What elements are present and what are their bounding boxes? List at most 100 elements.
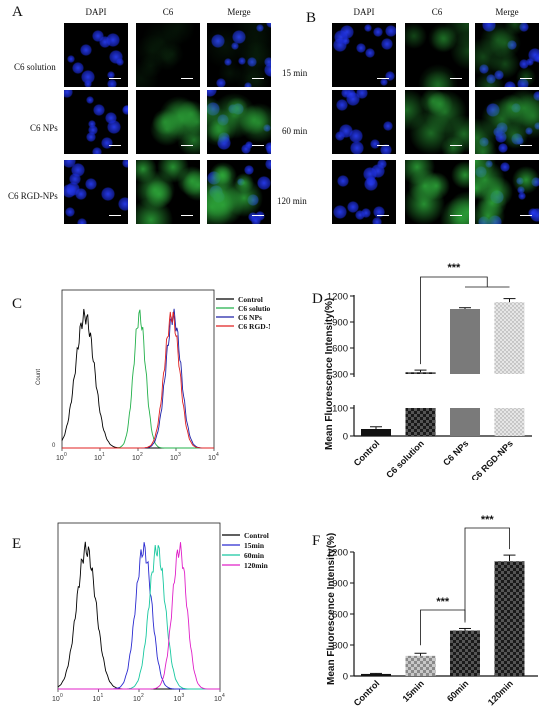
y-tick-label: 300 <box>332 370 348 381</box>
x-tick-label: 120min <box>486 678 515 707</box>
x-tick-exponent: 0 <box>60 693 63 699</box>
y-tick-label: 300 <box>332 641 348 652</box>
x-tick-label: C6 NPs <box>441 438 470 467</box>
x-tick-label: 60min <box>445 678 470 703</box>
scale-bar <box>450 215 462 216</box>
x-tick-label: 10 <box>52 696 60 703</box>
significance-bracket <box>420 276 488 365</box>
chart-c-ylabel: Count <box>36 369 42 385</box>
chart-e: E 10 0 10 1 10 2 10 3 10 4 Control15min60min120mi… <box>12 522 269 703</box>
y-tick-label: 900 <box>332 318 348 329</box>
histogram-c6-solution <box>62 309 214 449</box>
x-tick-label: Control <box>352 678 382 708</box>
panel-d-letter: D <box>312 291 323 307</box>
legend-label: C6 RGD-NPs <box>238 322 270 331</box>
panel-b-tile <box>332 90 396 154</box>
scale-bar <box>252 215 264 216</box>
bar-lower <box>405 408 436 436</box>
histogram-c6-nps <box>62 308 214 449</box>
bar-lower <box>450 408 480 436</box>
legend-label: 60min <box>244 551 265 560</box>
panel-a-tile <box>207 160 271 224</box>
panel-a-row-c6-rgd-nps: C6 RGD-NPs <box>8 191 58 201</box>
bar <box>450 309 480 374</box>
x-tick-label: C6 RGD-NPs <box>469 438 515 480</box>
panel-c-letter: C <box>12 296 22 312</box>
histogram-60min <box>58 544 220 690</box>
panel-b-tile <box>332 23 396 87</box>
y-tick-label: 0 <box>343 672 348 683</box>
scale-bar <box>520 145 532 146</box>
panel-a-tile <box>207 90 271 154</box>
chart-d: D Mean Fluorescence Intensity(%) 0 100 300… <box>312 262 532 480</box>
legend-label: C6 solution <box>238 304 270 313</box>
panel-b-tile <box>475 23 539 87</box>
bar <box>405 655 436 676</box>
legend-label: 120min <box>244 561 269 570</box>
scale-bar <box>520 215 532 216</box>
x-tick-exponent: 4 <box>216 452 219 458</box>
x-tick-label: 10 <box>170 455 178 462</box>
scale-bar <box>450 78 462 79</box>
chart-f-ylabel: Mean Fluorescence Intensity(%) <box>326 533 337 685</box>
scale-bar <box>109 145 121 146</box>
legend-label: Control <box>238 295 263 304</box>
panel-b-col-merge: Merge <box>495 7 519 17</box>
x-tick-label: 10 <box>94 455 102 462</box>
panel-f-letter: F <box>312 533 320 549</box>
bar <box>361 673 391 676</box>
x-tick-label: Control <box>352 438 382 468</box>
y-tick-label: 1200 <box>327 292 348 303</box>
panel-b-col-dapi: DAPI <box>353 7 375 17</box>
panel-a-letter: A <box>12 4 23 20</box>
panel-b-tile <box>405 90 469 154</box>
scale-bar <box>181 215 193 216</box>
scale-bar <box>377 78 389 79</box>
panel-a-col-c6: C6 <box>162 7 174 17</box>
x-tick-label: 10 <box>132 455 140 462</box>
bar <box>450 630 480 676</box>
histogram-control <box>61 308 214 449</box>
bar <box>494 302 525 374</box>
panel-a-tile <box>136 23 200 87</box>
scale-bar <box>252 145 264 146</box>
panel-a-col-dapi: DAPI <box>85 7 107 17</box>
panel-b-row-120min: 120 min <box>277 196 307 206</box>
histogram-120min <box>58 542 220 690</box>
bar <box>494 561 525 676</box>
significance-bracket <box>464 527 510 621</box>
significance-label: *** <box>447 262 461 274</box>
chart-f: F Mean Fluorescence Intensity(%) 0 300 600… <box>312 514 538 708</box>
legend-label: 15min <box>244 541 265 550</box>
x-tick-label: 10 <box>208 455 216 462</box>
y-tick-label: 100 <box>332 404 348 415</box>
x-tick-label: 15min <box>400 678 425 703</box>
y-tick-label: 900 <box>332 579 348 590</box>
y-tick-label: 1200 <box>327 548 348 559</box>
panel-a-tile <box>64 23 128 87</box>
panel-b-letter: B <box>306 10 317 26</box>
panel-b-row-60min: 60 min <box>282 126 308 136</box>
histogram-control <box>57 541 220 690</box>
scale-bar <box>520 78 532 79</box>
x-tick-exponent: 2 <box>140 452 143 458</box>
panel-b-tile <box>405 23 469 87</box>
panel-e-letter: E <box>12 536 21 552</box>
chart-e-frame <box>57 522 221 690</box>
x-tick-exponent: 4 <box>222 693 225 699</box>
bar <box>361 429 391 436</box>
y-tick-label: 0 <box>343 432 348 443</box>
panel-b-tile <box>332 160 396 224</box>
scale-bar <box>181 145 193 146</box>
bar-lower <box>494 408 525 436</box>
legend-label: Control <box>244 531 269 540</box>
scale-bar <box>181 78 193 79</box>
x-tick-exponent: 3 <box>182 693 185 699</box>
panel-a-tile <box>64 160 128 224</box>
scale-bar <box>252 78 264 79</box>
x-tick-label: 10 <box>93 696 101 703</box>
x-tick-label: 10 <box>174 696 182 703</box>
significance-label: *** <box>436 596 450 608</box>
histogram-c6-rgd-nps <box>62 311 214 449</box>
panel-b-tile <box>405 160 469 224</box>
